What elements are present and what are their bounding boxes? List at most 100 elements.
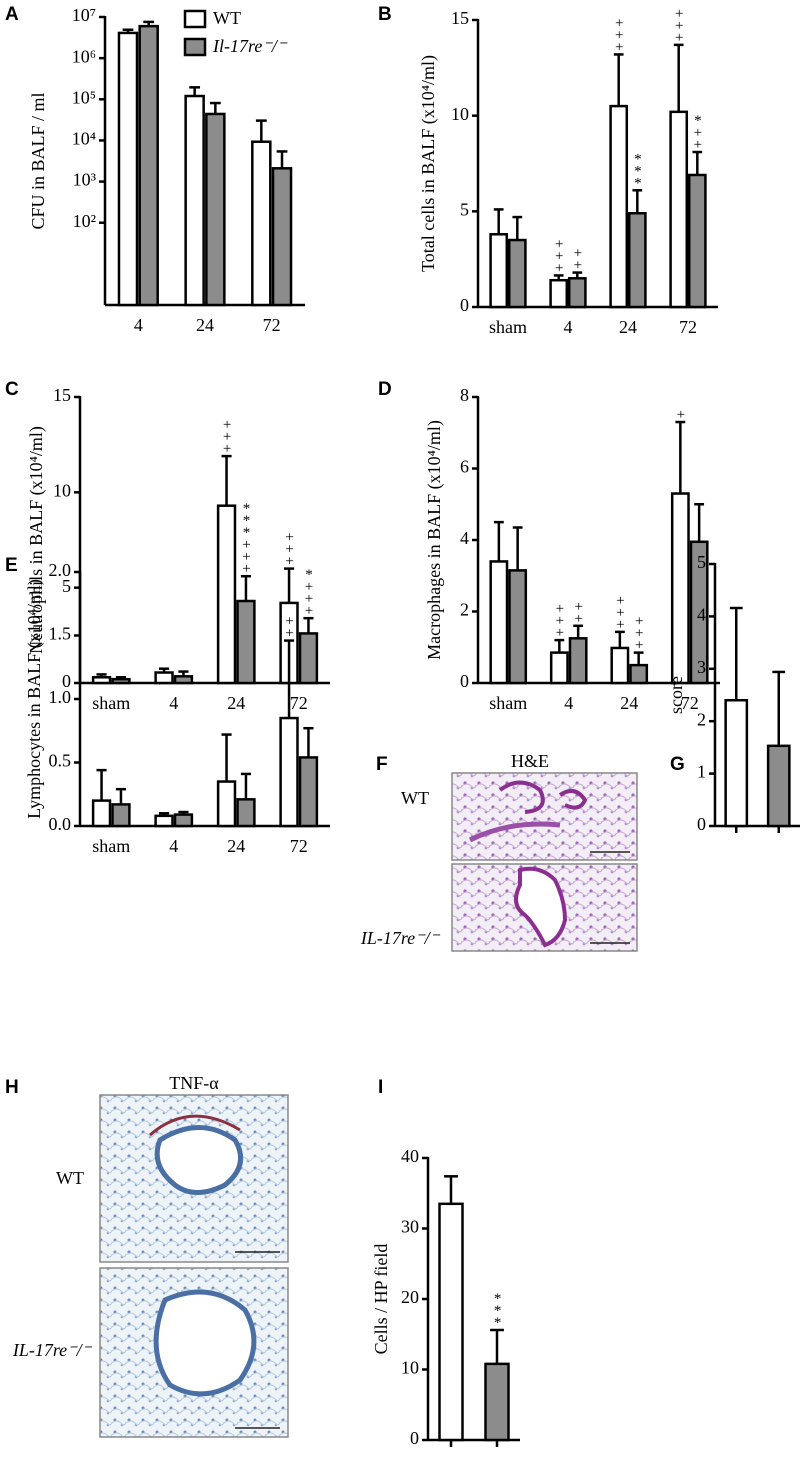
- y-tick-label: 1.0: [49, 687, 72, 707]
- x-tick-label: 24: [227, 693, 245, 713]
- bar: [489, 560, 509, 685]
- y-tick-label: 3: [697, 657, 706, 677]
- bar: [216, 504, 237, 685]
- row-label: IL-17re⁻/⁻: [360, 928, 441, 948]
- y-tick-label: 2: [460, 600, 469, 620]
- significance: *++: [690, 113, 706, 149]
- y-tick-label: 10⁴: [72, 129, 96, 149]
- significance: ***+++: [239, 501, 255, 573]
- bar: [173, 675, 194, 685]
- y-tick-label: 0: [62, 671, 71, 691]
- x-tick-label: sham: [489, 317, 527, 337]
- x-tick-label: sham: [489, 693, 527, 713]
- y-tick-label: 0.5: [49, 751, 72, 771]
- x-tick-label: 72: [679, 317, 697, 337]
- bar: [508, 569, 528, 685]
- bar: [627, 211, 647, 309]
- x-tick-label: 72: [290, 836, 308, 856]
- row-label: WT: [401, 788, 429, 808]
- y-tick-label: 4: [460, 528, 469, 548]
- legend-swatch: [183, 9, 207, 29]
- x-tick-label: 4: [169, 693, 178, 713]
- bar: [549, 651, 569, 685]
- micrograph: [451, 772, 638, 861]
- y-tick-label: 5: [62, 576, 71, 596]
- bar: [236, 599, 256, 685]
- bar: [298, 756, 319, 828]
- bar: [438, 1202, 464, 1442]
- significance: ++: [571, 599, 587, 623]
- bar: [271, 167, 293, 307]
- bar: [568, 637, 588, 685]
- significance: +++: [552, 601, 568, 637]
- bar: [184, 94, 205, 307]
- legend-label: Il-17re⁻/⁻: [212, 36, 288, 56]
- bar: [154, 671, 174, 685]
- x-tick-label: 72: [290, 693, 308, 713]
- x-tick-label: 4: [564, 693, 573, 713]
- y-tick-label: 10: [53, 480, 71, 500]
- y-axis-label: Cells / HP field: [371, 1244, 391, 1355]
- panel-label: C: [5, 379, 19, 400]
- y-tick-label: 40: [401, 1146, 419, 1166]
- bar: [216, 780, 237, 828]
- y-axis-label: CFU in BALF / ml: [28, 92, 48, 229]
- y-tick-label: 6: [460, 457, 469, 477]
- x-tick-label: sham: [92, 693, 130, 713]
- bar: [670, 492, 690, 685]
- bar: [236, 798, 256, 828]
- bar: [609, 104, 629, 309]
- bar: [549, 278, 569, 309]
- bar: [298, 632, 319, 685]
- y-axis-label: Total cells in BALF (x10⁴/ml): [418, 55, 439, 272]
- micrograph: [451, 863, 638, 952]
- bar: [111, 803, 131, 828]
- x-tick-label: 24: [227, 836, 245, 856]
- y-tick-label: 1.5: [49, 624, 72, 644]
- bar: [687, 173, 707, 309]
- panel-label: B: [378, 4, 392, 25]
- x-tick-label: 24: [196, 315, 214, 335]
- x-tick-label: 24: [619, 317, 637, 337]
- y-tick-label: 0: [697, 814, 706, 834]
- panel-label: E: [5, 555, 18, 576]
- panel-label: H: [5, 1077, 19, 1098]
- y-tick-label: 10⁶: [72, 46, 96, 66]
- y-tick-label: 2.0: [49, 560, 72, 580]
- bar: [629, 663, 649, 685]
- significance: +++: [631, 614, 647, 650]
- bar: [111, 677, 131, 685]
- row-label: IL-17re⁻/⁻: [12, 1340, 93, 1360]
- significance: +++: [612, 593, 628, 629]
- y-tick-label: 5: [697, 552, 706, 572]
- y-tick-label: 10: [451, 104, 469, 124]
- micrograph: [99, 1094, 289, 1263]
- x-tick-label: 72: [681, 693, 699, 713]
- panel-label: I: [378, 1077, 383, 1098]
- y-tick-label: 0: [460, 671, 469, 691]
- y-tick-label: 10: [401, 1358, 419, 1378]
- y-tick-label: 10⁵: [72, 87, 96, 107]
- y-axis-label: score: [666, 676, 686, 714]
- image-title: H&E: [511, 751, 549, 771]
- significance: ***: [630, 151, 646, 187]
- significance: ++: [570, 246, 586, 270]
- bar: [91, 676, 112, 685]
- image-title: TNF-α: [169, 1073, 219, 1093]
- panel-label: G: [670, 754, 685, 775]
- bar: [489, 233, 509, 309]
- micrograph: [99, 1267, 289, 1438]
- significance: +++: [219, 417, 235, 453]
- y-tick-label: 2: [697, 709, 706, 729]
- bar: [138, 24, 159, 307]
- bar: [484, 1362, 510, 1442]
- y-tick-label: 30: [401, 1217, 419, 1237]
- y-tick-label: 8: [460, 385, 469, 405]
- y-axis-label: Lymphocytes in BALF (x10⁴/ml): [24, 579, 45, 819]
- bar: [766, 744, 791, 828]
- bar: [154, 814, 174, 828]
- y-axis-label: Macrophages in BALF (x10⁴/ml): [424, 420, 445, 660]
- x-tick-label: 4: [169, 836, 178, 856]
- y-tick-label: 20: [401, 1287, 419, 1307]
- significance: +++: [282, 530, 298, 566]
